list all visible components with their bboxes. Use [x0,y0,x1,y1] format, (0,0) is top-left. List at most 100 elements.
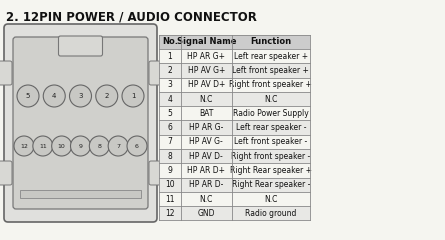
Bar [232,163,310,178]
Bar [181,78,232,92]
Text: Radio Power Supply: Radio Power Supply [233,109,309,118]
Text: Radio ground: Radio ground [245,209,296,218]
Text: HP AV G+: HP AV G+ [188,66,225,75]
Circle shape [89,136,109,156]
Bar [232,92,310,106]
Text: Right front speaker +: Right front speaker + [229,80,312,89]
Text: Right front speaker -: Right front speaker - [231,152,311,161]
Text: Signal Name: Signal Name [177,37,236,47]
Bar [159,106,181,120]
Text: 3: 3 [78,93,83,99]
Bar [181,120,232,135]
Text: HP AR D+: HP AR D+ [187,166,225,175]
Text: 10: 10 [58,144,65,149]
Bar [159,120,181,135]
Text: HP AR D-: HP AR D- [189,180,223,189]
Text: 2: 2 [105,93,109,99]
Bar [232,49,310,63]
Bar [181,106,232,120]
Circle shape [127,136,147,156]
Circle shape [108,136,128,156]
Bar [232,120,310,135]
Bar [159,178,181,192]
Text: N.C: N.C [199,194,213,204]
Bar [181,63,232,78]
Text: 4: 4 [168,95,172,104]
Bar [181,178,232,192]
Text: 4: 4 [52,93,57,99]
Text: 3: 3 [168,80,172,89]
Text: N.C: N.C [264,194,278,204]
FancyBboxPatch shape [0,161,12,185]
Bar [232,35,310,49]
Text: Left rear speaker +: Left rear speaker + [234,52,308,61]
Text: 7: 7 [116,144,120,149]
FancyBboxPatch shape [13,37,148,209]
FancyBboxPatch shape [149,161,165,185]
Bar [181,49,232,63]
FancyBboxPatch shape [4,24,157,222]
Bar [159,49,181,63]
Text: 9: 9 [78,144,82,149]
Bar [232,178,310,192]
Bar [159,192,181,206]
Bar [181,92,232,106]
Text: 2. 12PIN POWER / AUDIO CONNECTOR: 2. 12PIN POWER / AUDIO CONNECTOR [6,10,257,23]
Text: No.: No. [162,37,178,47]
Text: HP AV D-: HP AV D- [190,152,223,161]
Text: 10: 10 [165,180,175,189]
Circle shape [70,136,90,156]
Bar [181,163,232,178]
Bar [159,206,181,220]
Text: 11: 11 [39,144,47,149]
Circle shape [52,136,72,156]
Text: Right Rear speaker -: Right Rear speaker - [231,180,310,189]
Text: HP AR G+: HP AR G+ [187,52,225,61]
Circle shape [14,136,34,156]
Bar [232,135,310,149]
Text: Right Rear speaker +: Right Rear speaker + [230,166,312,175]
Bar [159,35,181,49]
Text: HP AR G-: HP AR G- [189,123,223,132]
Text: BAT: BAT [199,109,214,118]
Bar [159,78,181,92]
Text: 1: 1 [168,52,172,61]
Text: 6: 6 [168,123,172,132]
Text: N.C: N.C [199,95,213,104]
Bar [159,149,181,163]
Text: GND: GND [198,209,215,218]
Bar [181,192,232,206]
Circle shape [96,85,118,107]
Bar [159,135,181,149]
FancyBboxPatch shape [0,61,12,85]
Text: 1: 1 [131,93,135,99]
Circle shape [69,85,92,107]
Bar [232,149,310,163]
Bar [20,190,141,198]
Text: HP AV G-: HP AV G- [190,137,223,146]
Bar [181,206,232,220]
Bar [159,163,181,178]
Circle shape [17,85,39,107]
Text: 6: 6 [135,144,139,149]
Text: 5: 5 [168,109,172,118]
Bar [159,92,181,106]
Text: 2: 2 [168,66,172,75]
Bar [159,63,181,78]
Text: 12: 12 [20,144,28,149]
Text: Left front speaker +: Left front speaker + [232,66,309,75]
Bar [232,63,310,78]
Circle shape [43,85,65,107]
Bar [181,135,232,149]
Text: 7: 7 [168,137,172,146]
FancyBboxPatch shape [149,61,165,85]
Bar [232,206,310,220]
Text: 8: 8 [168,152,172,161]
Bar [181,149,232,163]
Text: HP AV D+: HP AV D+ [188,80,225,89]
Circle shape [33,136,53,156]
Text: Left front speaker -: Left front speaker - [234,137,307,146]
Text: N.C: N.C [264,95,278,104]
Bar [232,106,310,120]
Text: Left rear speaker -: Left rear speaker - [235,123,306,132]
